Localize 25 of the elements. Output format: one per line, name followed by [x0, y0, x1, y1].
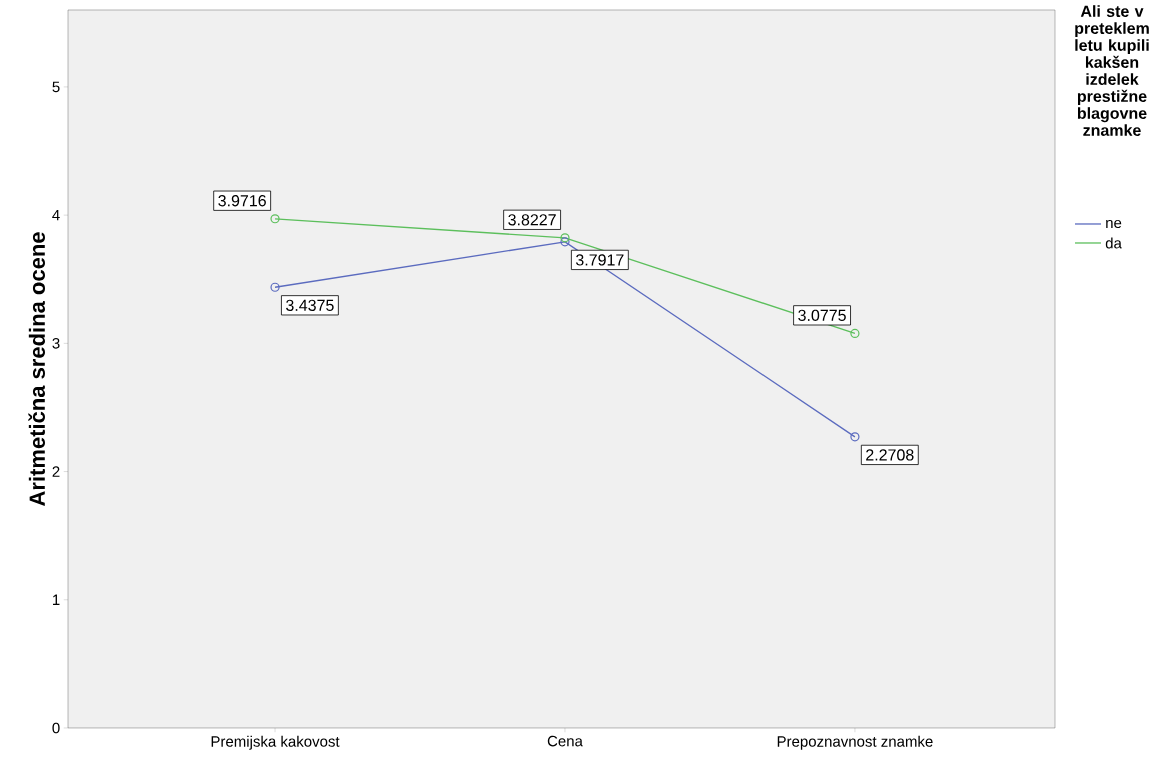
legend-label: da — [1105, 237, 1122, 249]
point — [270, 214, 280, 224]
y-tick-label: 5 — [52, 81, 60, 93]
y-tick-label: 4 — [52, 209, 60, 221]
y-tick-label: 2 — [52, 466, 60, 477]
legend-title: Ali ste v preteklem letu kupili kakšen izdelek prestižne blagovne znamke — [1075, 5, 1149, 136]
x-tick-label: Cena — [547, 735, 583, 747]
point — [560, 237, 570, 247]
data-label: 3.0775 — [798, 309, 846, 322]
y-axis-title: Aritmetična sredina ocene — [28, 232, 45, 506]
y-tick-label: 1 — [53, 594, 60, 605]
data-label: 2.2708 — [866, 449, 914, 461]
point — [560, 233, 570, 243]
data-label: 3.4375 — [286, 299, 334, 311]
data-label: 3.8227 — [508, 214, 556, 226]
x-tick-label: Premijska kakovost — [211, 735, 340, 750]
legend-label: ne — [1106, 219, 1122, 229]
point — [850, 432, 860, 442]
point — [270, 282, 280, 292]
data-label: 3.7917 — [576, 254, 624, 266]
x-tick-label: Prepoznavnost znamke — [777, 735, 933, 750]
y-tick-label: 3 — [52, 338, 60, 349]
data-label: 3.9716 — [218, 195, 266, 207]
point — [850, 328, 860, 339]
y-tick-label: 0 — [52, 722, 60, 734]
